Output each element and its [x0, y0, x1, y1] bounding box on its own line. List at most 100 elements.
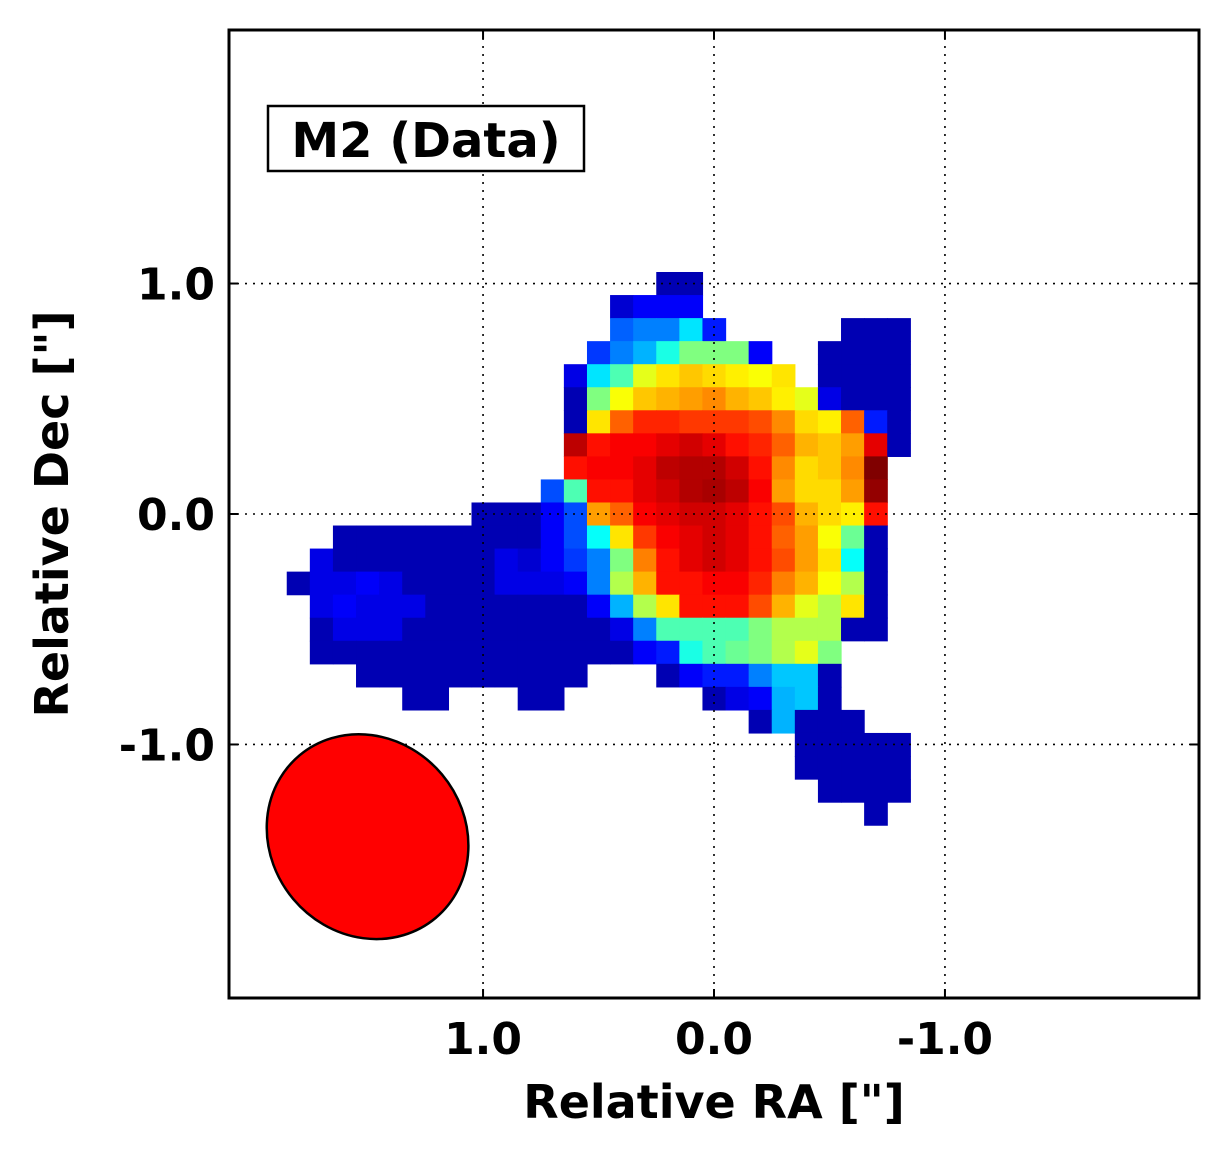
heatmap-cell — [771, 594, 796, 619]
heatmap-cell — [702, 364, 727, 388]
heatmap-cell — [448, 640, 473, 665]
heatmap-cell — [702, 663, 727, 688]
heatmap-cell — [817, 756, 842, 780]
heatmap-cell — [841, 318, 865, 342]
heatmap-cell — [309, 594, 334, 619]
heatmap-cell — [610, 364, 634, 388]
heatmap-cell — [887, 732, 911, 757]
heatmap-cell — [656, 387, 680, 411]
heatmap-cell — [794, 387, 819, 411]
heatmap-cell — [817, 548, 842, 573]
heatmap-cell — [586, 525, 611, 550]
heatmap-cell — [841, 709, 865, 734]
heatmap-cell — [494, 640, 519, 665]
x-tick-label: 1.0 — [444, 1014, 522, 1065]
heatmap-cell — [610, 548, 634, 573]
heatmap-cell — [771, 479, 796, 504]
heatmap-cell — [841, 502, 865, 527]
heatmap-cell — [633, 525, 657, 550]
heatmap-cell — [794, 756, 819, 780]
panel-label-box: M2 (Data) — [266, 104, 586, 173]
heatmap-cell — [379, 594, 403, 619]
heatmap-cell — [332, 594, 357, 619]
heatmap-cell — [402, 594, 426, 619]
heatmap-cell — [471, 548, 496, 573]
heatmap-cell — [702, 502, 727, 527]
heatmap-cell — [656, 341, 680, 365]
heatmap-cell — [748, 433, 773, 457]
heatmap-cell — [586, 479, 611, 504]
heatmap-cell — [817, 456, 842, 481]
heatmap-cell — [494, 502, 519, 527]
heatmap-cell — [332, 571, 357, 596]
heatmap-cell — [563, 456, 588, 481]
heatmap-cells — [286, 272, 911, 826]
heatmap-cell — [356, 525, 380, 550]
heatmap-cell — [332, 640, 357, 665]
heatmap-cell — [748, 456, 773, 481]
heatmap-cell — [679, 640, 704, 665]
heatmap-cell — [633, 341, 657, 365]
heatmap-cell — [517, 571, 542, 596]
heatmap-cell — [817, 640, 842, 665]
heatmap-cell — [540, 663, 565, 688]
heatmap-cell — [633, 387, 657, 411]
heatmap-cell — [748, 525, 773, 550]
heatmap-cell — [679, 410, 704, 434]
heatmap-cell — [402, 617, 426, 642]
heatmap-cell — [817, 433, 842, 457]
heatmap-cell — [817, 479, 842, 504]
heatmap-cell — [702, 548, 727, 573]
beam-ellipse-group — [265, 733, 470, 941]
heatmap-cell — [379, 640, 403, 665]
heatmap-cell — [864, 756, 888, 780]
heatmap-cell — [540, 525, 565, 550]
heatmap-cell — [794, 571, 819, 596]
heatmap-cell — [817, 617, 842, 642]
heatmap-cell — [725, 686, 750, 711]
heatmap-cell — [656, 456, 680, 481]
heatmap-cell — [402, 548, 426, 573]
heatmap-cell — [794, 663, 819, 688]
heatmap-cell — [586, 640, 611, 665]
heatmap-cell — [679, 341, 704, 365]
heatmap-cell — [771, 709, 796, 734]
heatmap-cell — [633, 318, 657, 342]
heatmap-cell — [402, 686, 426, 711]
heatmap-cell — [725, 456, 750, 481]
heatmap-cell — [702, 433, 727, 457]
heatmap-cell — [771, 548, 796, 573]
heatmap-cell — [864, 502, 888, 527]
heatmap-cell — [633, 594, 657, 619]
heatmap-cell — [633, 617, 657, 642]
heatmap-cell — [702, 341, 727, 365]
heatmap-cell — [656, 548, 680, 573]
heatmap-cell — [379, 548, 403, 573]
heatmap-cell — [656, 640, 680, 665]
heatmap-cell — [448, 594, 473, 619]
heatmap-cell — [794, 525, 819, 550]
heatmap-cell — [563, 663, 588, 688]
heatmap-cell — [794, 617, 819, 642]
heatmap-cell — [633, 640, 657, 665]
heatmap-cell — [725, 571, 750, 596]
heatmap-cell — [471, 617, 496, 642]
heatmap-cell — [402, 525, 426, 550]
heatmap-cell — [841, 341, 865, 365]
heatmap-cell — [887, 779, 911, 803]
heatmap-cell — [356, 594, 380, 619]
heatmap-cell — [309, 617, 334, 642]
heatmap-cell — [425, 594, 450, 619]
heatmap-cell — [679, 295, 704, 319]
heatmap-cell — [586, 410, 611, 434]
heatmap-cell — [771, 571, 796, 596]
heatmap-cell — [425, 617, 450, 642]
heatmap-cell — [540, 640, 565, 665]
heatmap-cell — [794, 640, 819, 665]
heatmap-cell — [679, 272, 704, 296]
heatmap-cell — [471, 525, 496, 550]
heatmap-cell — [563, 502, 588, 527]
heatmap-cell — [656, 433, 680, 457]
heatmap-cell — [725, 640, 750, 665]
y-axis-title: Relative Dec ["] — [25, 310, 79, 717]
